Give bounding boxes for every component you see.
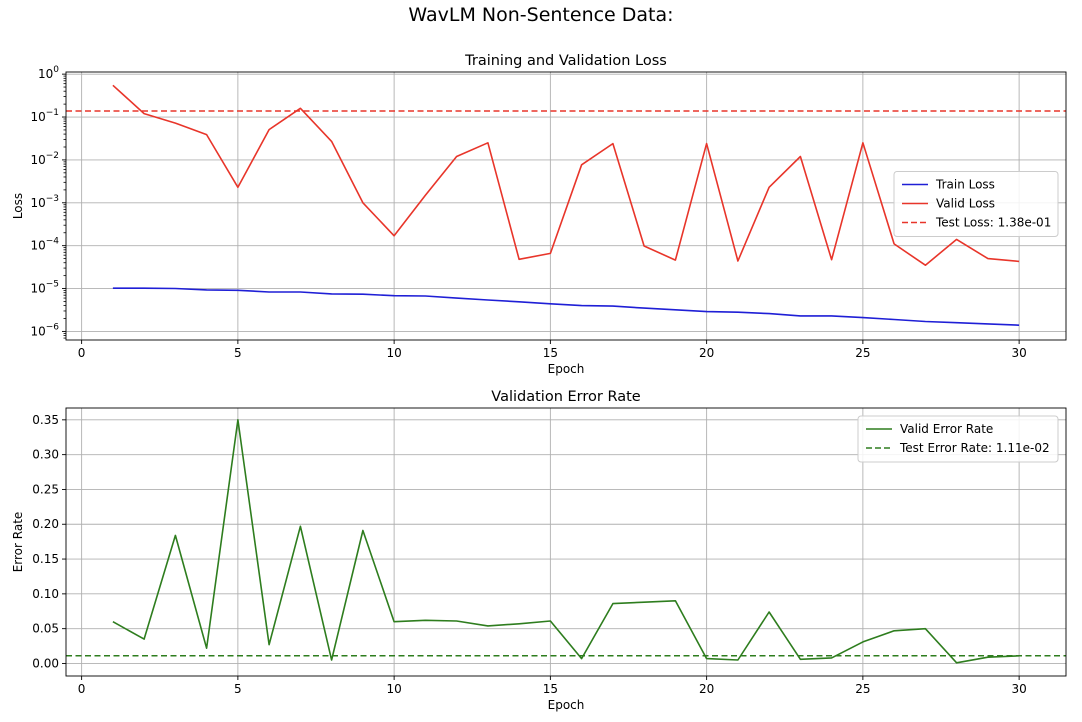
legend-label: Valid Error Rate — [900, 422, 993, 436]
y-axis-label: Error Rate — [11, 512, 25, 573]
y-tick-label: 10−6 — [30, 322, 59, 338]
y-tick-label: 0.30 — [32, 448, 59, 462]
y-tick-label: 0.15 — [32, 552, 59, 566]
series-line — [112, 84, 1020, 267]
legend-label: Test Error Rate: 1.11e-02 — [899, 441, 1050, 455]
y-tick-label: 0.25 — [32, 482, 59, 496]
y-tick-label: 0.05 — [32, 622, 59, 636]
plot-frame — [65, 407, 1067, 677]
x-tick-label: 10 — [386, 682, 401, 696]
plot-panel-1: 0 5 10 15 20 25 30 10−6 10−5 10−4 10−3 10−2 10−1 100 T… — [11, 53, 1067, 376]
y-tick-label: 0.20 — [32, 517, 59, 531]
x-tick-label: 0 — [78, 346, 86, 360]
x-tick-label: 30 — [1011, 346, 1026, 360]
y-axis-label: Loss — [11, 193, 25, 219]
x-tick-label: 5 — [234, 682, 242, 696]
x-tick-label: 0 — [78, 682, 86, 696]
y-tick-label: 10−2 — [30, 151, 59, 167]
x-tick-label: 10 — [386, 346, 401, 360]
x-axis-label: Epoch — [548, 362, 585, 376]
x-tick-label: 15 — [543, 346, 558, 360]
legend-box — [857, 415, 1059, 463]
y-tick-label: 10−5 — [30, 280, 59, 296]
plot-title: Training and Validation Loss — [464, 53, 667, 69]
x-tick-label: 20 — [699, 682, 714, 696]
y-tick-label: 0.35 — [32, 413, 59, 427]
y-tick-label: 10−1 — [30, 108, 59, 124]
x-tick-label: 15 — [543, 682, 558, 696]
x-tick-label: 20 — [699, 346, 714, 360]
figure-title: WavLM Non-Sentence Data: — [408, 4, 674, 26]
legend-label: Train Loss — [935, 178, 995, 192]
series-line — [112, 418, 1020, 664]
y-tick-label: 0.00 — [32, 656, 59, 670]
x-tick-label: 30 — [1011, 682, 1026, 696]
x-tick-label: 5 — [234, 346, 242, 360]
plot-frame — [65, 71, 1067, 341]
legend-box — [893, 171, 1059, 237]
legend-label: Test Loss: 1.38e-01 — [935, 216, 1051, 230]
legend: Valid Error Rate Test Error Rate: 1.11e-0… — [857, 415, 1059, 463]
x-tick-label: 25 — [855, 346, 870, 360]
y-tick-label: 10−3 — [30, 194, 59, 210]
y-tick-label: 0.10 — [32, 587, 59, 601]
plot-title: Validation Error Rate — [491, 389, 640, 405]
y-tick-label: 100 — [38, 65, 59, 81]
series-line — [112, 287, 1020, 326]
plot-panel-2: 0 5 10 15 20 25 30 0.00 0.05 0.10 0.15 0.20 0.25 0.30… — [11, 389, 1067, 712]
x-tick-label: 25 — [855, 682, 870, 696]
legend: Train Loss Valid Loss Test Loss: 1.38e-01 — [893, 171, 1059, 237]
legend-label: Valid Loss — [936, 197, 995, 211]
y-tick-label: 10−4 — [30, 237, 59, 253]
x-axis-label: Epoch — [548, 698, 585, 712]
